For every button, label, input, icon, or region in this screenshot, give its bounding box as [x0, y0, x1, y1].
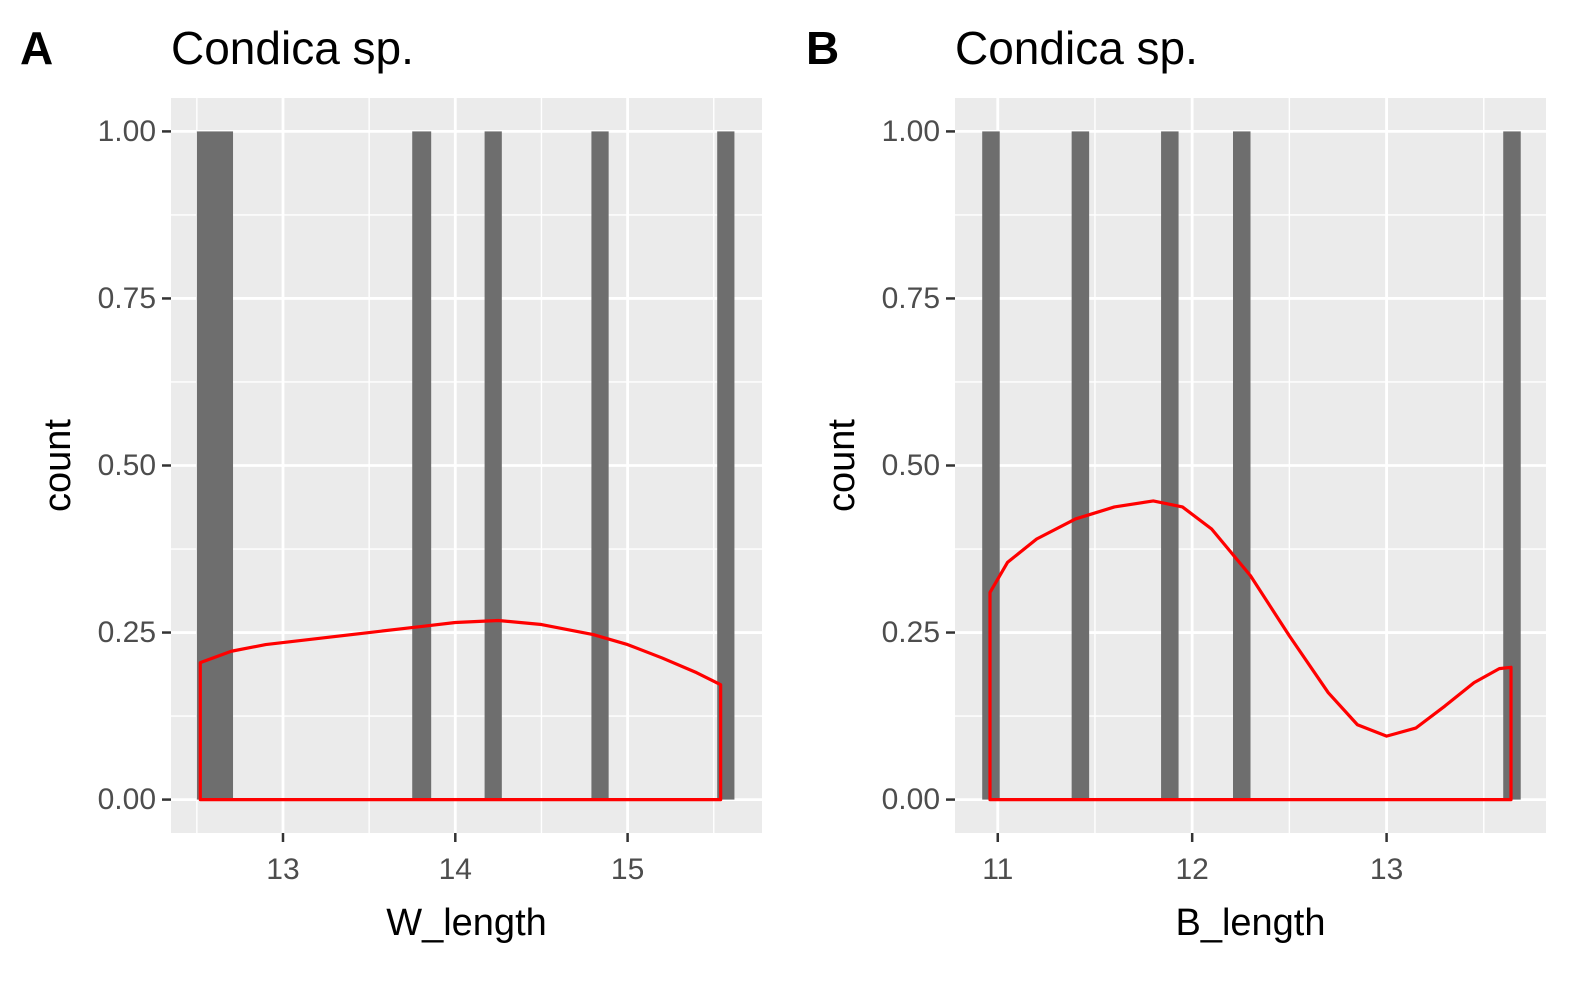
y-tick-label: 0.00 — [98, 783, 156, 816]
x-tick-label: 11 — [982, 853, 1013, 886]
y-tick-label: 0.50 — [882, 449, 940, 482]
y-tick-label: 0.75 — [98, 282, 156, 315]
histogram-bar — [717, 131, 735, 800]
y-axis-title: count — [821, 419, 863, 512]
panel-b: 0.00 0.25 0.50 0.75 1.00 11 12 13 B_length count B… — [806, 22, 1546, 944]
x-axis-title: W_length — [386, 902, 547, 944]
histogram-bar — [591, 131, 609, 800]
x-tick-label: 14 — [439, 853, 472, 886]
histogram-bar — [1161, 131, 1179, 800]
density-curve — [198, 618, 723, 802]
panel-letter: B — [806, 22, 839, 74]
histogram-bar — [1071, 131, 1090, 800]
y-tick-label: 1.00 — [98, 115, 156, 148]
y-tick-label: 0.00 — [882, 783, 940, 816]
plot-title: Condica sp. — [171, 22, 414, 74]
histogram-bar — [982, 131, 1000, 800]
y-axis-title: count — [37, 419, 79, 512]
x-axis-title: B_length — [1175, 902, 1325, 944]
x-tick-label: 13 — [1370, 853, 1403, 886]
y-tick-label: 0.50 — [98, 449, 156, 482]
y-tick-label: 0.75 — [882, 282, 940, 315]
histogram-bar — [412, 131, 432, 800]
histogram-bar — [1233, 131, 1251, 800]
y-tick-label: 0.25 — [882, 616, 940, 649]
plot-title: Condica sp. — [955, 22, 1198, 74]
histogram-bar — [196, 131, 234, 800]
panel-a: 0.00 0.25 0.50 0.75 1.00 13 14 15 W_length count A… — [20, 22, 762, 944]
y-tick-label: 0.25 — [98, 616, 156, 649]
histogram-bar — [484, 131, 502, 800]
histogram-bar — [1503, 131, 1521, 800]
density-curve — [988, 499, 1513, 802]
x-tick-label: 13 — [266, 853, 299, 886]
panel-letter: A — [20, 22, 53, 74]
y-tick-label: 1.00 — [882, 115, 940, 148]
x-tick-label: 15 — [611, 853, 644, 886]
x-tick-label: 12 — [1175, 853, 1208, 886]
